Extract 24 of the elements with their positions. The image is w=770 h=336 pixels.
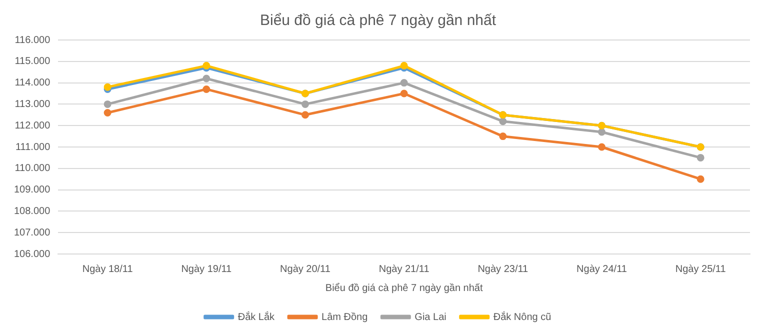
chart-title: Biểu đồ giá cà phê 7 ngày gần nhất (260, 12, 497, 30)
x-tick-label: Ngày 19/11 (181, 264, 232, 275)
x-tick-label: Ngày 21/11 (378, 264, 430, 275)
y-tick-label: 112.000 (14, 120, 51, 132)
x-tick-label: Ngày 23/11 (478, 264, 529, 275)
y-tick-label: 106.000 (14, 248, 51, 260)
legend-label: Gia Lai (414, 312, 446, 323)
y-tick-label: 111.000 (15, 142, 51, 153)
y-tick-label: 114.000 (14, 78, 51, 89)
x-tick-label: Ngày 24/11 (576, 264, 628, 275)
y-tick-label: 107.000 (14, 227, 51, 238)
x-tick-label: Ngày 18/11 (82, 264, 134, 275)
x-tick-label: Ngày 25/11 (675, 264, 726, 275)
y-tick-label: 109.000 (14, 184, 51, 196)
y-tick-label: 110.000 (14, 163, 51, 174)
x-tick-label: Ngày 20/11 (280, 264, 331, 275)
y-tick-label: 116.000 (14, 34, 51, 46)
legend-label: Lâm Đồng (322, 312, 368, 323)
legend-label: Đắk Lắk (238, 310, 276, 323)
legend-label: Đắk Nông cũ (493, 310, 552, 323)
y-tick-label: 108.000 (14, 206, 51, 217)
y-tick-label: 113.000 (14, 98, 51, 110)
x-axis-title: Biểu đồ giá cà phê 7 ngày gần nhất (325, 282, 483, 294)
y-tick-label: 115.000 (14, 56, 51, 68)
